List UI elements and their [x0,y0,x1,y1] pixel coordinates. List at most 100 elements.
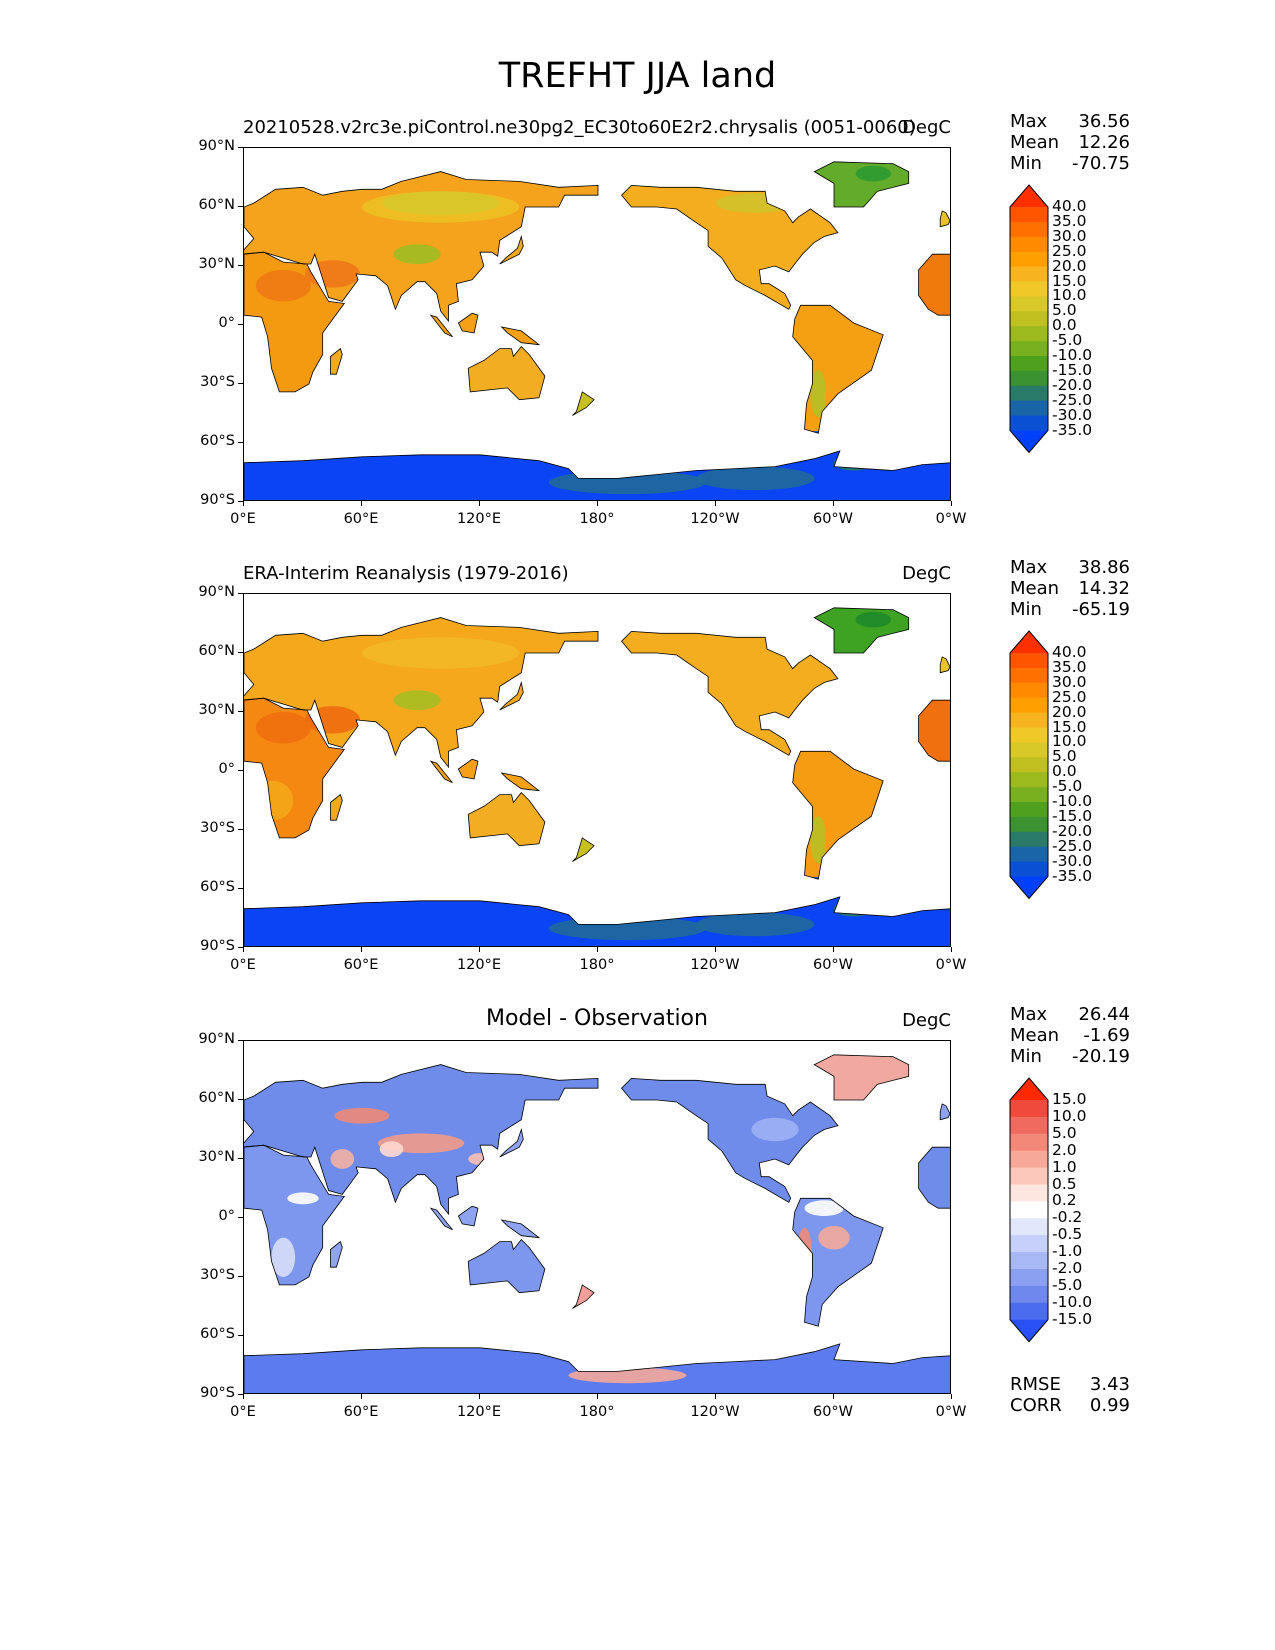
field-patch [751,1117,799,1142]
stat-mean-value: -1.69 [1083,1025,1130,1046]
lon-tick-mark [243,1394,244,1399]
colorbar-band [1010,802,1048,818]
lat-tick-label: 30°N [198,702,235,718]
colorbar-outline [1009,184,1049,454]
lon-tick-mark [479,1394,480,1399]
colorbar-tick-label: 20.0 [1052,256,1087,275]
field-patch [253,780,294,821]
lat-tick-label: 0° [218,761,235,777]
stat-min-label: Min [1010,1046,1042,1067]
coastline-africa [244,697,346,839]
colorbar-band [1010,1235,1048,1253]
coastline-uk [939,1103,950,1121]
colorbar-band [1010,787,1048,803]
colorbar-band [1010,1167,1048,1185]
land-newguinea [501,773,539,791]
field-patch [271,1237,296,1277]
land-newguinea [501,327,539,345]
coastline-sumatra [429,314,453,338]
colorbar-band [1010,653,1048,669]
coastline-namerica [621,630,839,756]
land-namerica [621,631,838,756]
colorbar-tick-label: 5.0 [1052,301,1077,320]
field-patch [548,916,707,941]
units-label: DegC [902,1010,951,1031]
stat-mean-value: 14.32 [1078,578,1130,599]
colorbar-band [1010,1285,1048,1304]
lat-tick-label: 90°S [200,938,235,954]
coastline-newguinea [500,326,541,346]
colorbar-model [1009,184,1049,454]
map-difference [243,1040,951,1394]
colorbar-band [1010,682,1048,699]
lon-tick-label: 60°W [812,957,854,973]
lon-tick-mark [243,947,244,952]
lon-tick-mark [715,947,716,952]
colorbar-band [1010,207,1048,223]
colorbar-band [1010,816,1048,833]
lat-tick-mark [238,324,243,325]
lat-tick-label: 30°S [200,374,235,390]
lon-tick-label: 180° [579,957,615,973]
land-australia [468,346,545,400]
field-patch [255,269,311,302]
land-africa [244,1145,345,1285]
colorbar-band [1010,861,1048,877]
colorbar-tick-label: 20.0 [1052,702,1087,721]
lat-tick-mark [238,888,243,889]
lon-tick-label: 0°W [935,511,967,527]
lat-tick-label: 60°S [200,879,235,895]
field-patch [393,690,441,711]
lon-tick-mark [833,501,834,506]
land-uk [940,656,950,673]
stat-mean-label: Mean [1010,132,1060,153]
map-canvas [244,161,950,500]
colorbar-observation [1009,630,1049,900]
land-westafrica [918,254,950,316]
land-japan [499,236,524,264]
colorbar-tick-label: 10.0 [1052,1106,1087,1125]
coastline-samerica [792,1197,884,1327]
lat-tick-mark [238,947,243,948]
land-layer [244,161,950,500]
coastline-westafrica [918,699,950,762]
lon-tick-label: 60°W [812,511,854,527]
field-patch [889,1292,897,1301]
colorbar [1009,630,1049,900]
lon-tick-mark [833,1394,834,1399]
lat-tick-mark [238,770,243,771]
lon-tick-label: 60°E [343,957,379,973]
coastline-borneo [457,312,479,334]
colorbar-extend-min [1010,1319,1048,1342]
stat-rmse-value: 3.43 [1089,1374,1130,1395]
colorbar-extend-min [1010,876,1048,899]
coastline-newzealand [572,837,595,862]
colorbar-tick-label: 1.0 [1052,1157,1077,1176]
field-patch [804,1200,844,1217]
coastline-australia [467,346,546,401]
colorbar-band [1010,385,1048,402]
land-samerica [792,751,884,880]
lat-tick-mark [238,1040,243,1041]
coastline-madagascar [330,1240,343,1268]
coastline-samerica [792,304,884,434]
field-patch [381,191,500,215]
colorbar-tick-label: 25.0 [1052,241,1087,260]
colorbar-extend-max [1010,631,1048,653]
colorbar-band [1010,266,1048,282]
colorbar-tick-label: 30.0 [1052,672,1087,691]
stat-min-label: Min [1010,153,1042,174]
colorbar-band [1010,296,1048,312]
land-australia [468,792,545,846]
field-patch [287,1192,319,1205]
colorbar-tick-label: -10.0 [1052,1292,1093,1311]
coastline-layer [244,161,950,500]
land-newzealand [572,1284,595,1309]
land-borneo [458,1206,478,1226]
stat-rmse-label: RMSE [1010,1374,1061,1395]
colorbar-band [1010,236,1048,253]
land-samerica [792,1198,884,1327]
field-patch [255,712,311,744]
lat-tick-label: 60°N [198,197,235,213]
stat-corr-value: 0.99 [1089,1395,1130,1416]
